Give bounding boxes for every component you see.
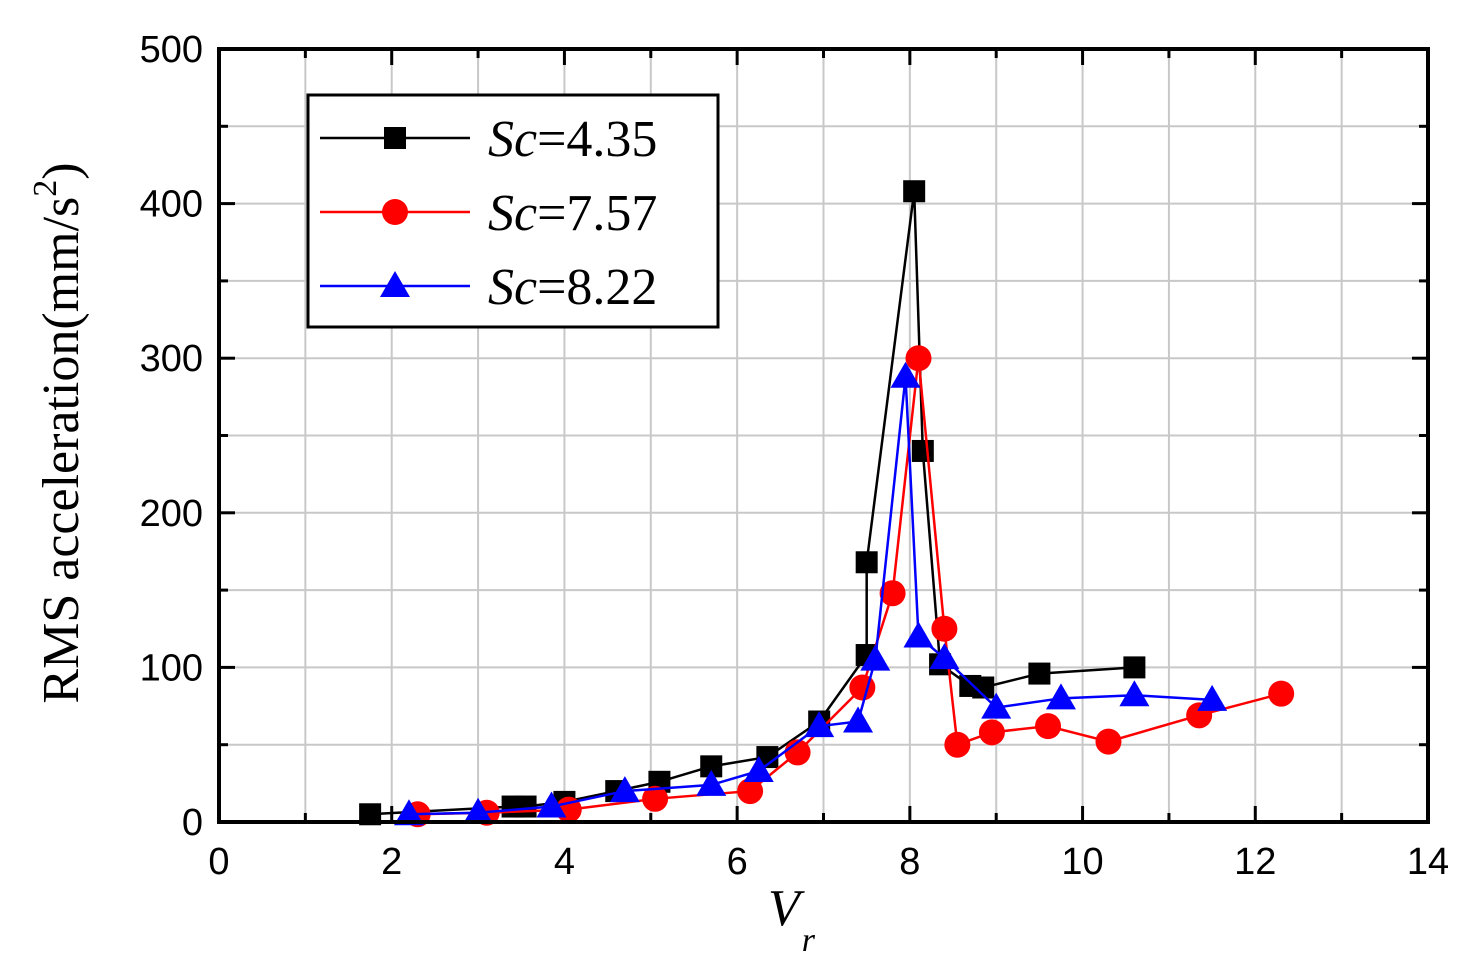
marker-circle <box>1268 680 1295 707</box>
x-axis-title-sub: r <box>802 922 816 959</box>
legend-label-var: Sc <box>488 185 537 242</box>
marker-triangle <box>804 711 835 738</box>
y-tick-label: 200 <box>140 493 203 535</box>
marker-circle <box>905 345 932 372</box>
y-axis-title-close: ) <box>33 162 90 179</box>
series-2 <box>404 345 1295 828</box>
plot-frame <box>217 47 1430 824</box>
marker-circle <box>737 778 764 805</box>
x-tick-label: 14 <box>1407 841 1449 883</box>
plot-series <box>359 180 1295 828</box>
marker-triangle <box>903 621 934 648</box>
marker-circle <box>1035 713 1062 740</box>
tick-labels: 0 2 4 6 8 10 12 14 0 100 200 300 400 500 <box>140 29 1450 883</box>
x-tick-label: 0 <box>208 841 229 883</box>
x-axis-title-main: V <box>768 880 805 937</box>
x-tick-label: 8 <box>899 841 920 883</box>
marker-square <box>1028 662 1051 685</box>
y-tick-label: 0 <box>182 802 203 844</box>
marker-square <box>700 755 723 778</box>
legend-entry-1: Sc=4.35 <box>320 111 657 168</box>
marker-triangle <box>463 797 494 824</box>
legend-label: Sc=4.35 <box>488 111 657 168</box>
marker-square <box>514 795 537 818</box>
marker-circle <box>642 785 669 812</box>
marker-circle <box>978 719 1005 746</box>
marker-triangle <box>1119 680 1150 707</box>
legend-label: Sc=7.57 <box>488 185 657 242</box>
series-3 <box>393 361 1228 826</box>
marker-triangle <box>860 644 891 671</box>
marker-circle <box>849 674 876 701</box>
marker-circle <box>879 580 906 607</box>
x-tick-label: 10 <box>1061 841 1103 883</box>
marker-square <box>359 803 382 826</box>
x-axis-title: Vr <box>768 880 816 959</box>
x-tick-label: 4 <box>554 841 575 883</box>
x-tick-label: 12 <box>1234 841 1276 883</box>
marker-square <box>903 180 926 203</box>
y-axis-title-main: RMS acceleration(mm/s <box>33 197 90 704</box>
y-tick-label: 400 <box>140 184 203 226</box>
marker-circle <box>944 731 971 758</box>
marker-triangle <box>743 755 774 782</box>
marker-square <box>855 551 878 574</box>
legend-entry-2: Sc=7.57 <box>320 185 657 242</box>
marker-circle <box>382 199 408 225</box>
legend-label-value: =7.57 <box>537 185 657 242</box>
legend-label-value: =4.35 <box>537 111 657 168</box>
marker-triangle <box>393 799 424 826</box>
marker-circle <box>1095 728 1122 755</box>
y-axis-title-sup: 2 <box>27 180 64 197</box>
y-tick-label: 100 <box>140 647 203 689</box>
marker-triangle <box>929 643 960 670</box>
legend-label-value: =8.22 <box>537 259 657 316</box>
marker-triangle <box>380 271 410 297</box>
marker-triangle <box>981 692 1012 719</box>
marker-triangle <box>609 776 640 803</box>
marker-triangle <box>1045 683 1076 710</box>
x-tick-label: 6 <box>727 841 748 883</box>
marker-square <box>972 676 995 699</box>
marker-triangle <box>696 769 727 796</box>
marker-square <box>384 127 406 149</box>
x-tick-label: 2 <box>381 841 402 883</box>
grid <box>219 49 1428 822</box>
marker-circle <box>931 615 958 642</box>
marker-square <box>1123 656 1146 679</box>
legend-label: Sc=8.22 <box>488 259 657 316</box>
marker-triangle <box>536 791 567 818</box>
legend-label-var: Sc <box>488 259 537 316</box>
marker-triangle <box>843 706 874 733</box>
marker-triangle <box>890 361 921 388</box>
y-axis-title: RMS acceleration(mm/s2) <box>27 162 90 703</box>
legend-label-var: Sc <box>488 111 537 168</box>
marker-triangle <box>1197 684 1228 711</box>
y-tick-label: 500 <box>140 29 203 71</box>
y-tick-label: 300 <box>140 338 203 380</box>
series-line <box>417 358 1282 816</box>
marker-square <box>911 439 934 462</box>
legend-entry-3: Sc=8.22 <box>320 259 657 316</box>
series-line <box>408 376 1213 816</box>
